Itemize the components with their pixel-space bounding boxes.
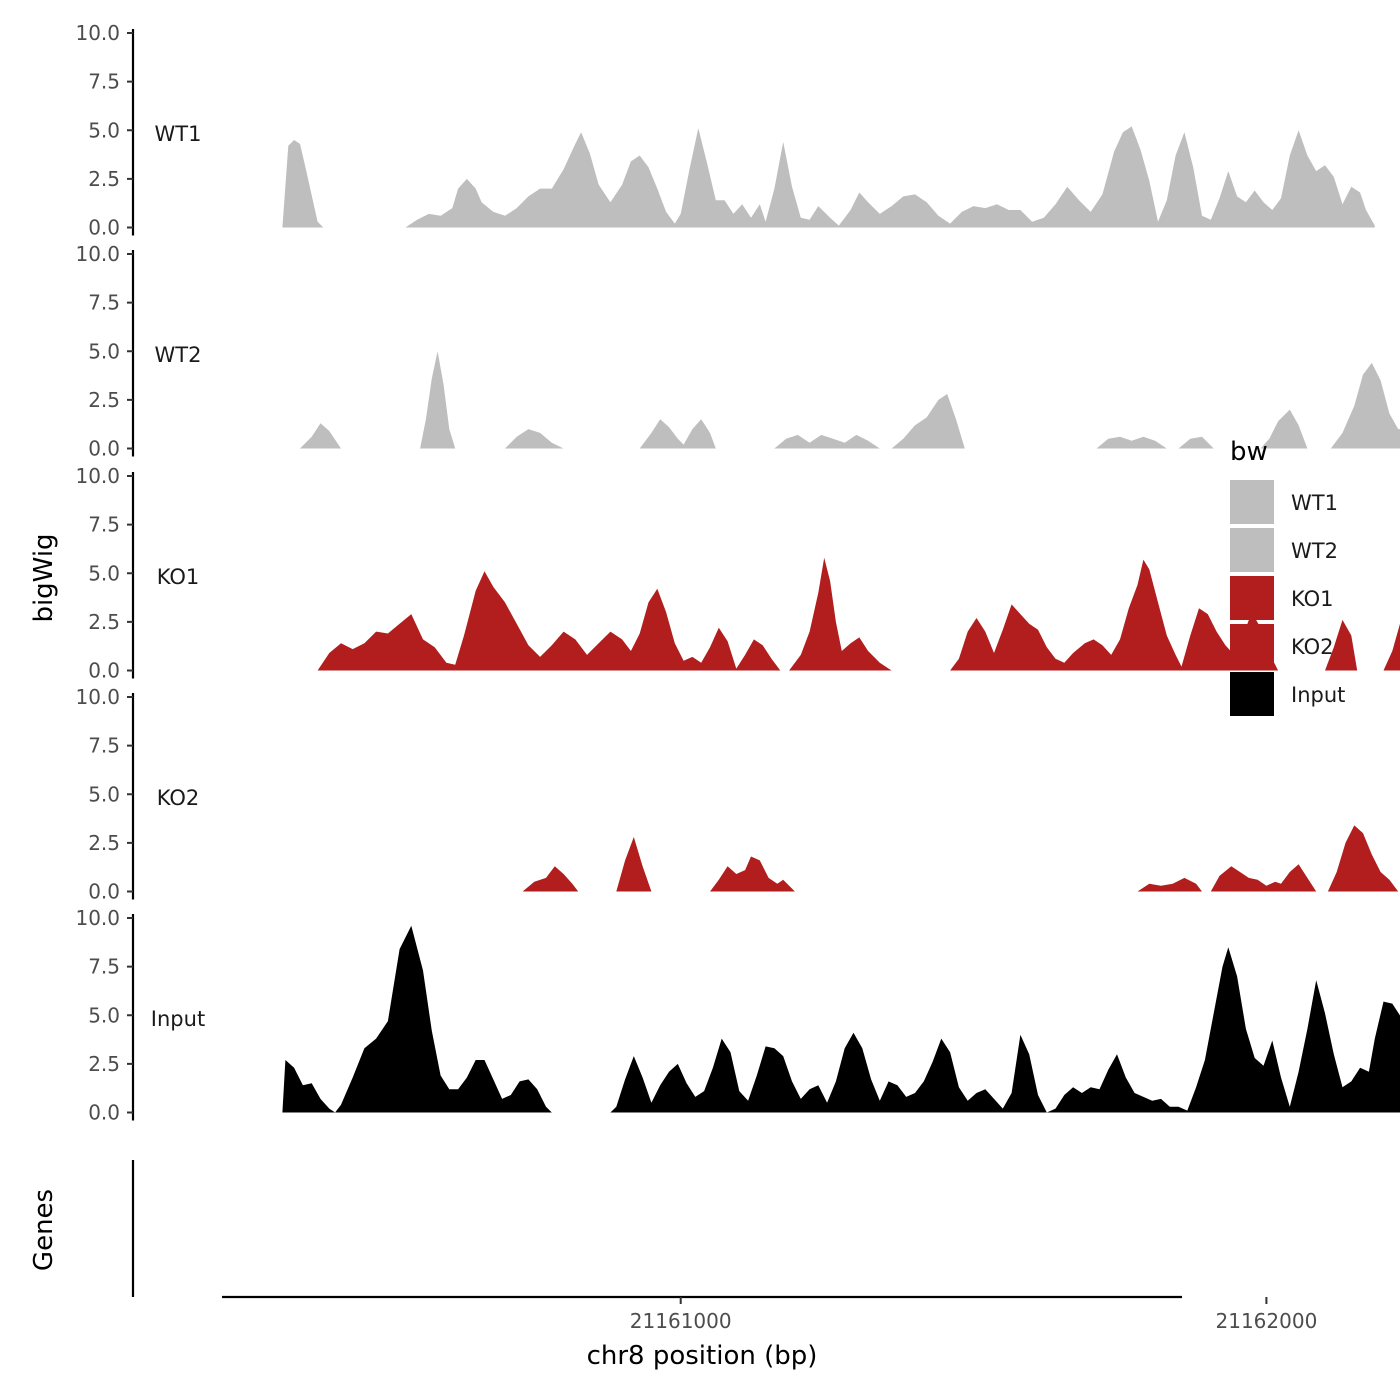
y-tick-label: 7.5 bbox=[88, 291, 120, 315]
y-tick-label: 2.5 bbox=[88, 167, 120, 191]
y-tick-label: 10.0 bbox=[75, 464, 120, 488]
coverage-tracks: 0.02.55.07.510.0WT10.02.55.07.510.0WT20.… bbox=[75, 21, 1400, 1125]
coverage-area bbox=[610, 1032, 1047, 1113]
x-axis: 211610002116200021163000 bbox=[222, 1295, 1318, 1333]
y-tick-label: 0.0 bbox=[88, 437, 120, 461]
coverage-area bbox=[789, 557, 892, 671]
y-tick-label: 7.5 bbox=[88, 955, 120, 979]
legend-title: bw bbox=[1230, 437, 1268, 467]
y-tick-label: 5.0 bbox=[88, 561, 120, 585]
coverage-area bbox=[774, 434, 880, 449]
coverage-area bbox=[1325, 619, 1358, 671]
legend-label-wt2: WT2 bbox=[1291, 539, 1338, 563]
coverage-area bbox=[710, 856, 795, 892]
legend-label-wt1: WT1 bbox=[1291, 491, 1338, 515]
coverage-area bbox=[950, 559, 1279, 671]
coverage-area bbox=[616, 837, 652, 892]
y-tick-label: 10.0 bbox=[75, 685, 120, 709]
y-tick-label: 0.0 bbox=[88, 216, 120, 240]
coverage-area bbox=[505, 429, 564, 449]
coverage-area bbox=[1046, 947, 1400, 1113]
track-wt1: 0.0 2.5 5.0 7.5 10.0 WT1 bbox=[75, 21, 1375, 240]
coverage-area bbox=[420, 351, 456, 449]
x-tick-label: 21162000 bbox=[1216, 1309, 1318, 1333]
coverage-area bbox=[282, 140, 324, 228]
y-tick-label: 7.5 bbox=[88, 513, 120, 537]
y-tick-label: 5.0 bbox=[88, 339, 120, 363]
legend-label-input: Input bbox=[1291, 683, 1345, 707]
y-tick-label: 5.0 bbox=[88, 782, 120, 806]
legend-key-ko2 bbox=[1230, 624, 1274, 668]
coverage-area bbox=[1383, 623, 1400, 671]
y-tick-label: 2.5 bbox=[88, 610, 120, 634]
legend-label-ko1: KO1 bbox=[1291, 587, 1334, 611]
y-axis-title: bigWig bbox=[29, 533, 59, 622]
coverage-area bbox=[1096, 436, 1167, 449]
legend-key-wt2 bbox=[1230, 528, 1274, 572]
y-tick-label: 2.5 bbox=[88, 388, 120, 412]
x-axis-title: chr8 position (bp) bbox=[587, 1341, 818, 1371]
x-tick-label: 21161000 bbox=[630, 1309, 732, 1333]
y-tick-label: 10.0 bbox=[75, 906, 120, 930]
coverage-area bbox=[1260, 409, 1308, 449]
y-tick-label: 10.0 bbox=[75, 21, 120, 45]
coverage-area bbox=[522, 866, 579, 892]
coverage-area bbox=[1210, 864, 1317, 892]
gene-track: Defa22 bbox=[131, 1160, 135, 1297]
legend-key-ko1 bbox=[1230, 576, 1274, 620]
coverage-area bbox=[1137, 877, 1202, 892]
coverage-area bbox=[282, 1060, 336, 1113]
coverage-area bbox=[639, 419, 716, 449]
genes-axis-title: Genes bbox=[29, 1189, 59, 1271]
track-ko1: 0.0 2.5 5.0 7.5 10.0 KO1 bbox=[75, 464, 1400, 683]
legend-key-input bbox=[1230, 672, 1274, 716]
legend: bw WT1 WT2 KO1 KO2 Input bbox=[1230, 437, 1345, 716]
coverage-area bbox=[1327, 825, 1399, 892]
track-wt2: 0.0 2.5 5.0 7.5 10.0 WT2 bbox=[75, 242, 1400, 461]
coverage-area bbox=[335, 925, 552, 1113]
track-label: Input bbox=[151, 1007, 205, 1031]
y-tick-label: 2.5 bbox=[88, 1052, 120, 1076]
legend-key-wt1 bbox=[1230, 480, 1274, 524]
legend-label-ko2: KO2 bbox=[1291, 635, 1334, 659]
y-tick-label: 5.0 bbox=[88, 118, 120, 142]
track-ko2: 0.0 2.5 5.0 7.5 10.0 KO2 bbox=[75, 685, 1399, 904]
y-tick-label: 5.0 bbox=[88, 1003, 120, 1027]
coverage-area bbox=[405, 126, 1375, 228]
y-tick-label: 0.0 bbox=[88, 880, 120, 904]
y-tick-label: 10.0 bbox=[75, 242, 120, 266]
coverage-area bbox=[1330, 362, 1400, 449]
coverage-area bbox=[317, 571, 781, 671]
coverage-area bbox=[300, 423, 341, 449]
coverage-area bbox=[891, 394, 965, 449]
coverage-area bbox=[1178, 436, 1214, 449]
y-tick-label: 7.5 bbox=[88, 70, 120, 94]
track-label: WT2 bbox=[155, 343, 202, 367]
y-tick-label: 0.0 bbox=[88, 1101, 120, 1125]
track-label: KO1 bbox=[157, 565, 200, 589]
track-label: KO2 bbox=[157, 786, 200, 810]
y-tick-label: 2.5 bbox=[88, 831, 120, 855]
track-label: WT1 bbox=[155, 122, 202, 146]
track-input: 0.0 2.5 5.0 7.5 10.0 Input bbox=[75, 906, 1400, 1125]
y-tick-label: 7.5 bbox=[88, 734, 120, 758]
y-tick-label: 0.0 bbox=[88, 659, 120, 683]
